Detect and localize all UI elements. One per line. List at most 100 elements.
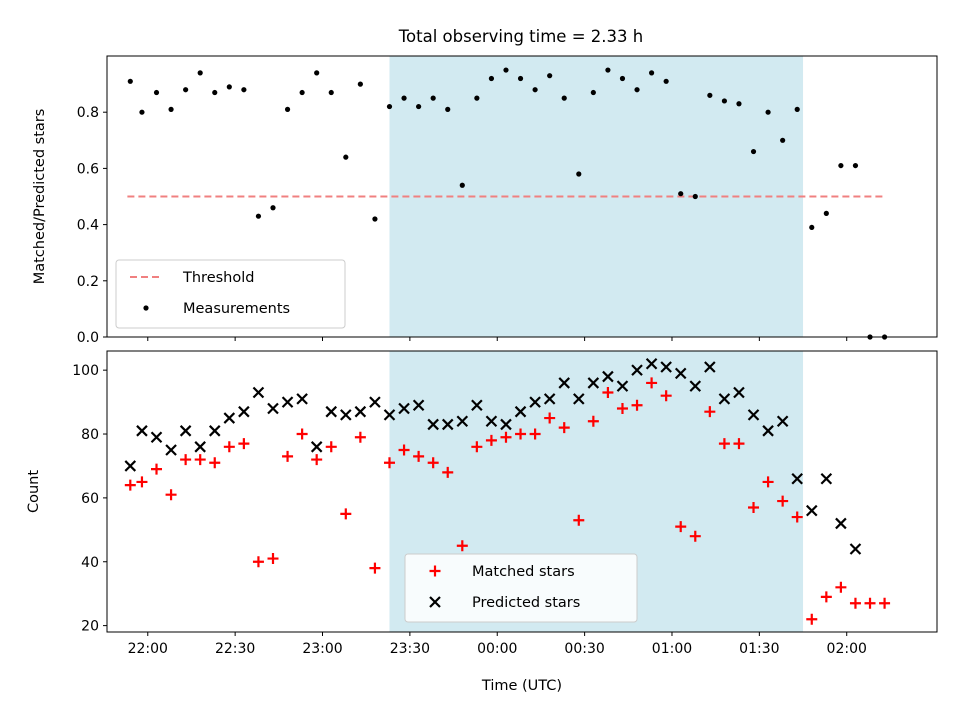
matched-star-point bbox=[194, 454, 206, 466]
matched-star-point bbox=[718, 438, 730, 450]
matched-star-point bbox=[791, 511, 803, 523]
y-tick-label: 40 bbox=[81, 555, 99, 571]
predicted-star-point bbox=[165, 444, 177, 456]
predicted-star-point bbox=[325, 405, 338, 418]
predicted-star-point bbox=[136, 425, 148, 437]
matched-star-point bbox=[282, 450, 294, 462]
legend-label: Matched stars bbox=[472, 564, 575, 580]
measurement-point bbox=[241, 87, 247, 93]
predicted-star-point bbox=[500, 418, 512, 431]
x-tick-label: 01:00 bbox=[652, 641, 692, 657]
measurement-point bbox=[765, 109, 771, 115]
measurement-point bbox=[517, 75, 524, 82]
measurement-point bbox=[721, 98, 728, 104]
predicted-star-point bbox=[124, 460, 137, 472]
predicted-star-point bbox=[791, 472, 803, 485]
measurement-point bbox=[474, 95, 480, 101]
predicted-star-point bbox=[660, 361, 672, 373]
axes-frame bbox=[106, 350, 938, 633]
matched-star-point bbox=[544, 412, 556, 424]
matched-star-point bbox=[180, 454, 192, 466]
measurement-point bbox=[357, 81, 363, 87]
matched-star-point bbox=[587, 415, 599, 427]
measurement-point bbox=[372, 216, 378, 222]
measurement-point bbox=[430, 95, 436, 101]
predicted-star-point bbox=[820, 472, 833, 485]
predicted-star-point bbox=[674, 367, 687, 380]
matched-star-point bbox=[124, 479, 136, 491]
series-predicted-stars bbox=[124, 357, 862, 555]
matched-star-point bbox=[383, 457, 395, 469]
measurement-point bbox=[299, 89, 305, 96]
predicted-star-point bbox=[281, 396, 294, 408]
x-tick-label: 23:00 bbox=[302, 641, 342, 657]
matched-star-point bbox=[165, 489, 177, 501]
measurement-point bbox=[707, 92, 713, 98]
y-tick-label: 0.2 bbox=[77, 274, 99, 290]
matched-star-point bbox=[835, 581, 847, 593]
predicted-star-point bbox=[150, 431, 163, 443]
measurement-point bbox=[590, 89, 596, 96]
y-tick-label: 60 bbox=[81, 491, 99, 507]
legend-box bbox=[404, 553, 638, 623]
matched-star-point bbox=[849, 597, 861, 609]
predicted-star-point bbox=[849, 543, 862, 555]
matched-star-point bbox=[515, 428, 527, 440]
legend-label: Predicted stars bbox=[472, 595, 580, 611]
x-tick-label: 22:30 bbox=[215, 641, 255, 657]
legend-box bbox=[115, 259, 346, 329]
measurement-point bbox=[663, 78, 669, 84]
legend: Matched stars Predicted stars bbox=[404, 553, 638, 623]
y-tick-label: 20 bbox=[81, 619, 99, 635]
matched-star-point bbox=[602, 387, 614, 399]
measurement-point bbox=[780, 137, 786, 143]
matched-star-point bbox=[631, 399, 643, 411]
matched-star-point bbox=[151, 463, 163, 475]
x-tick-label: 01:30 bbox=[739, 641, 779, 657]
panel-ratio: 0.0 0.2 0.4 0.6 0.8 Matched/Predicted stars Th… bbox=[32, 55, 938, 346]
measurement-point bbox=[168, 106, 174, 112]
matched-star-point bbox=[660, 390, 672, 402]
y-tick-label: 80 bbox=[81, 427, 99, 443]
predicted-star-point bbox=[631, 364, 643, 376]
measurement-point bbox=[401, 95, 407, 101]
measurement-point bbox=[328, 89, 334, 96]
measurement-point bbox=[852, 162, 859, 169]
panel-count: 20 40 60 80 100 22:00 22:30 23:00 23:30 00:00 00:3… bbox=[26, 350, 938, 694]
matched-star-point bbox=[864, 597, 876, 609]
x-tick-label: 00:30 bbox=[564, 641, 604, 657]
matched-star-point bbox=[427, 457, 439, 469]
predicted-star-point bbox=[179, 425, 192, 437]
predicted-star-point bbox=[543, 393, 556, 405]
matched-star-point bbox=[136, 476, 148, 488]
predicted-star-point bbox=[223, 412, 236, 424]
predicted-star-point bbox=[587, 377, 600, 389]
predicted-star-point bbox=[456, 415, 469, 428]
measurement-point bbox=[619, 75, 626, 82]
chart-title: Total observing time = 2.33 h bbox=[398, 27, 643, 46]
measurement-point bbox=[750, 148, 757, 155]
predicted-star-point bbox=[485, 415, 498, 428]
matched-star-point bbox=[485, 434, 497, 446]
predicted-star-point bbox=[835, 517, 847, 530]
measurement-point bbox=[532, 87, 538, 93]
measurement-point bbox=[270, 205, 276, 211]
measurement-point bbox=[139, 109, 145, 115]
series-matched-stars bbox=[124, 377, 891, 625]
measurement-point bbox=[692, 193, 698, 200]
measurement-point bbox=[838, 162, 844, 169]
matched-star-point bbox=[675, 521, 687, 533]
measurement-point bbox=[678, 191, 684, 197]
measurement-point bbox=[736, 101, 742, 107]
predicted-star-point bbox=[514, 405, 527, 418]
x-tick-label: 00:00 bbox=[477, 641, 517, 657]
measurement-point bbox=[445, 106, 451, 112]
matched-star-point bbox=[325, 441, 337, 453]
measurement-point bbox=[343, 154, 349, 160]
y-tick-label: 0.6 bbox=[77, 161, 99, 177]
measurement-point bbox=[226, 84, 232, 90]
matched-star-point bbox=[879, 597, 891, 609]
predicted-star-point bbox=[733, 386, 745, 399]
predicted-star-point bbox=[573, 393, 585, 405]
y-tick-label: 100 bbox=[72, 363, 99, 379]
